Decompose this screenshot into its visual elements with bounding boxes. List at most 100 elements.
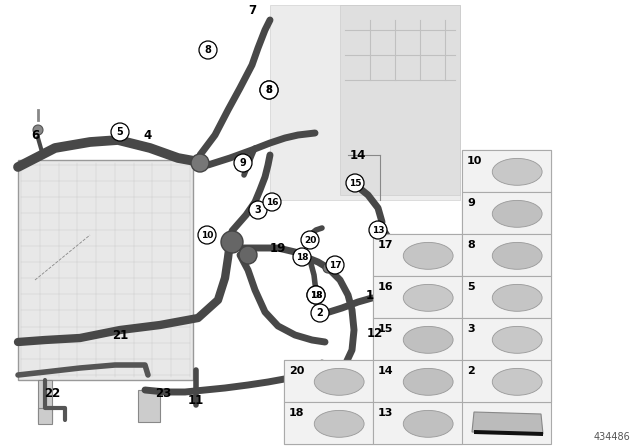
Bar <box>38 408 52 424</box>
Text: 9: 9 <box>467 198 475 208</box>
Circle shape <box>111 123 129 141</box>
Bar <box>138 390 160 422</box>
Text: 18: 18 <box>289 408 305 418</box>
Text: 22: 22 <box>44 387 60 400</box>
Bar <box>284 402 551 444</box>
Ellipse shape <box>403 327 453 353</box>
Bar <box>18 160 193 380</box>
Text: 8: 8 <box>467 240 475 250</box>
Text: 12: 12 <box>367 327 383 340</box>
Text: 2: 2 <box>317 308 323 318</box>
Circle shape <box>293 248 311 266</box>
Bar <box>38 380 52 422</box>
Text: 18: 18 <box>310 290 323 300</box>
Ellipse shape <box>492 200 542 227</box>
Text: 18: 18 <box>310 290 323 300</box>
Text: 8: 8 <box>266 85 273 95</box>
Bar <box>373 318 462 360</box>
Ellipse shape <box>403 242 453 269</box>
Text: 15: 15 <box>378 324 394 334</box>
Circle shape <box>260 81 278 99</box>
Ellipse shape <box>403 410 453 437</box>
Text: 5: 5 <box>116 127 124 137</box>
Circle shape <box>369 221 387 239</box>
Bar <box>373 234 551 276</box>
Bar <box>284 360 373 402</box>
Ellipse shape <box>314 410 364 437</box>
Circle shape <box>311 304 329 322</box>
Text: 16: 16 <box>266 198 278 207</box>
Bar <box>462 150 551 192</box>
Polygon shape <box>340 5 460 195</box>
Bar <box>462 276 551 318</box>
Ellipse shape <box>492 327 542 353</box>
Text: 20: 20 <box>304 236 316 245</box>
Text: 434486: 434486 <box>593 432 630 442</box>
Text: 15: 15 <box>349 178 361 188</box>
Bar <box>462 192 551 234</box>
Text: 23: 23 <box>155 387 171 400</box>
Text: 13: 13 <box>378 408 394 418</box>
Circle shape <box>323 263 333 273</box>
Ellipse shape <box>492 284 542 311</box>
Text: 20: 20 <box>289 366 305 376</box>
Text: 10: 10 <box>201 231 213 240</box>
Bar <box>284 360 551 402</box>
Ellipse shape <box>403 284 453 311</box>
Bar <box>373 402 462 444</box>
Polygon shape <box>472 412 543 434</box>
Text: 7: 7 <box>248 4 256 17</box>
Text: 8: 8 <box>266 85 273 95</box>
Circle shape <box>301 231 319 249</box>
Text: 11: 11 <box>188 393 204 406</box>
Bar <box>462 150 551 192</box>
Ellipse shape <box>492 368 542 395</box>
Text: 3: 3 <box>467 324 475 334</box>
Text: 13: 13 <box>372 225 384 234</box>
Text: 18: 18 <box>296 253 308 262</box>
Text: 2: 2 <box>467 366 475 376</box>
Text: 9: 9 <box>239 158 246 168</box>
Text: 1: 1 <box>366 289 374 302</box>
Circle shape <box>260 81 278 99</box>
Ellipse shape <box>403 368 453 395</box>
Bar <box>462 192 551 234</box>
Circle shape <box>33 125 43 135</box>
Text: 3: 3 <box>255 205 261 215</box>
Circle shape <box>234 154 252 172</box>
Circle shape <box>198 226 216 244</box>
Text: 4: 4 <box>144 129 152 142</box>
Text: 8: 8 <box>205 45 211 55</box>
Text: 17: 17 <box>378 240 394 250</box>
Circle shape <box>314 307 326 319</box>
Circle shape <box>199 41 217 59</box>
Bar <box>373 276 551 318</box>
Bar <box>462 318 551 360</box>
Text: 10: 10 <box>467 156 483 166</box>
Text: 5: 5 <box>467 282 475 292</box>
Bar <box>284 402 373 444</box>
Circle shape <box>263 193 281 211</box>
Bar <box>462 234 551 276</box>
Circle shape <box>249 201 267 219</box>
Circle shape <box>326 256 344 274</box>
Text: 16: 16 <box>378 282 394 292</box>
Bar <box>373 318 551 360</box>
Ellipse shape <box>492 242 542 269</box>
Circle shape <box>221 231 243 253</box>
Ellipse shape <box>492 159 542 185</box>
Circle shape <box>191 154 209 172</box>
Bar <box>462 360 551 402</box>
Bar <box>373 276 462 318</box>
Polygon shape <box>270 5 460 200</box>
Text: 21: 21 <box>112 328 128 341</box>
Circle shape <box>239 246 257 264</box>
Polygon shape <box>474 430 543 436</box>
Circle shape <box>307 286 325 304</box>
Text: 14: 14 <box>350 148 366 161</box>
Circle shape <box>346 174 364 192</box>
Text: 6: 6 <box>31 129 39 142</box>
Text: 19: 19 <box>270 241 286 254</box>
Ellipse shape <box>314 368 364 395</box>
Text: 17: 17 <box>329 260 341 270</box>
